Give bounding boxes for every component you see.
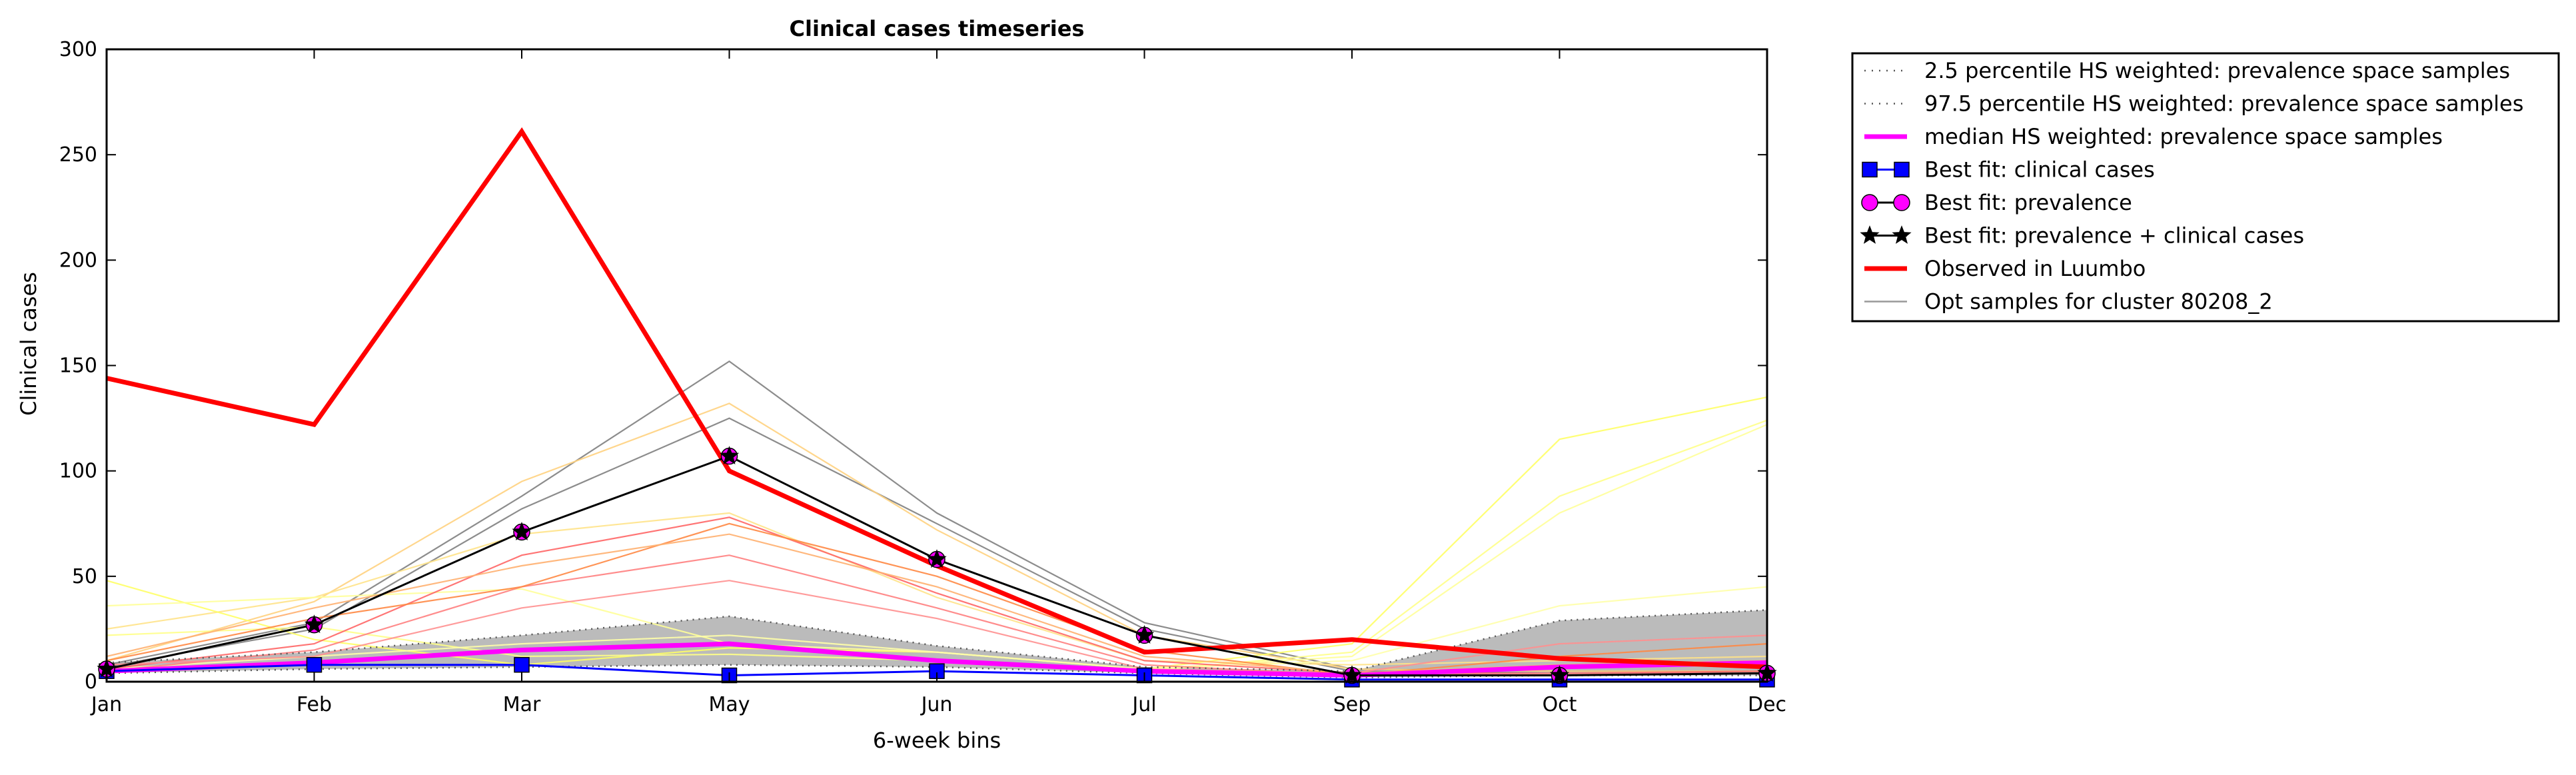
sample-line-10	[107, 554, 1767, 676]
legend-entry-6: Best fit: prevalence + clinical cases	[1860, 223, 2304, 249]
x-tick-label-May: May	[708, 693, 750, 716]
x-tick-label-Jul: Jul	[1131, 693, 1156, 716]
legend-marker-right	[1894, 161, 1910, 178]
x-tick-label-Jun: Jun	[920, 693, 953, 716]
legend-entry-5: Best fit: prevalence	[1861, 190, 2132, 215]
x-tick-label-Jan: Jan	[90, 693, 122, 716]
p97-5-percentile-line	[107, 609, 1767, 672]
sample-line-12	[107, 522, 1767, 676]
sample-line-8	[107, 586, 1767, 670]
x-tick-label-Sep: Sep	[1333, 693, 1371, 716]
legend-label: Best fit: clinical cases	[1924, 157, 2155, 183]
x-tick-label-Oct: Oct	[1543, 693, 1577, 716]
y-tick-label-250: 250	[59, 143, 97, 167]
y-tick-label-0: 0	[85, 670, 97, 694]
x-tick-label-Feb: Feb	[297, 693, 332, 716]
y-axis-title: Clinical cases	[16, 272, 41, 416]
legend-marker-left	[1861, 194, 1878, 211]
legend-box	[1851, 52, 2560, 323]
y-tick-label-50: 50	[72, 565, 97, 588]
plot-data	[107, 127, 1767, 681]
legend-label: 2.5 percentile HS weighted: prevalence s…	[1924, 58, 2510, 83]
combined-point-May	[719, 446, 740, 464]
legend-marker-left	[1862, 161, 1878, 178]
legend-entry-4: Best fit: clinical cases	[1862, 157, 2155, 183]
legend-label: Opt samples for cluster 80208_2	[1924, 289, 2273, 315]
y-tick-label-150: 150	[59, 355, 97, 378]
y-tick-label-300: 300	[59, 38, 97, 61]
x-axis-title: 6-week bins	[873, 728, 1001, 753]
clinical-point-Mar	[514, 656, 530, 673]
legend-marker-left	[1860, 225, 1880, 244]
x-tick-label-Mar: Mar	[503, 693, 541, 716]
combined-point-Jul	[1134, 624, 1155, 644]
legend-marker-right	[1892, 225, 1912, 244]
combined-point-Feb	[304, 614, 324, 634]
legend-label: Best fit: prevalence	[1924, 190, 2132, 215]
x-tick-label-Dec: Dec	[1748, 693, 1786, 716]
axes: 0 50 100 150 200 250 300 Jan Feb Mar May Jun Jul Sep O…	[59, 38, 1786, 716]
legend-entry-7: Observed in Luumbo	[1864, 256, 2146, 281]
legend-label: Observed in Luumbo	[1924, 256, 2146, 281]
legend: 2.5 percentile HS weighted: prevalence s…	[1851, 52, 2560, 323]
legend-entry-2: 97.5 percentile HS weighted: prevalence …	[1864, 91, 2523, 117]
legend-marker-right	[1893, 194, 1910, 211]
y-tick-label-200: 200	[59, 249, 97, 272]
legend-label: median HS weighted: prevalence space sam…	[1924, 124, 2443, 149]
legend-label: Best fit: prevalence + clinical cases	[1924, 223, 2304, 249]
sample-line-5	[107, 396, 1767, 670]
clinical-point-Feb	[306, 656, 322, 673]
plot-area	[97, 127, 1777, 688]
chart-title: Clinical cases timeseries	[790, 16, 1085, 41]
y-tick-label-100: 100	[59, 460, 97, 483]
combined-point-Mar	[512, 522, 532, 540]
sample-line-1	[107, 360, 1767, 672]
combined-point-Jun	[927, 549, 947, 568]
median-line	[107, 641, 1767, 678]
p2-5-percentile-line	[107, 664, 1767, 678]
legend-label: 97.5 percentile HS weighted: prevalence …	[1924, 91, 2523, 117]
legend-entry-8: Opt samples for cluster 80208_2	[1864, 289, 2273, 315]
legend-entry-3: median HS weighted: prevalence space sam…	[1864, 124, 2443, 149]
legend-entry-1: 2.5 percentile HS weighted: prevalence s…	[1864, 58, 2510, 83]
